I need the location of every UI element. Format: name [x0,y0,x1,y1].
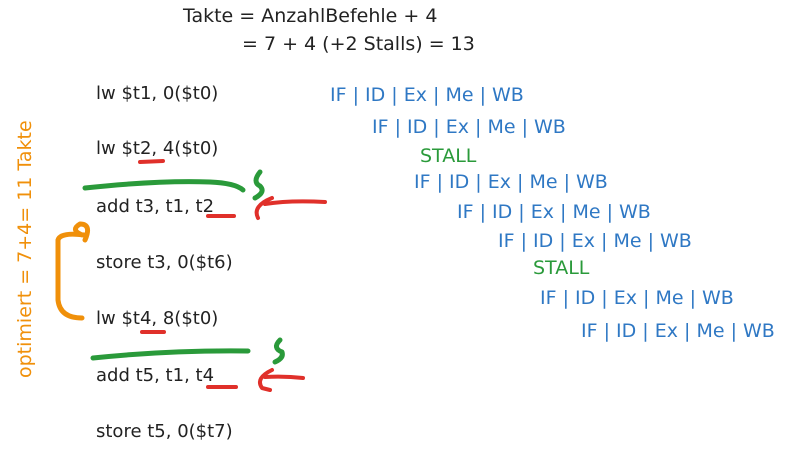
red-arrow [254,196,327,220]
formula-line-1: Takte = AnzahlBefehle + 4 [183,5,438,27]
instruction: lw $t4, 8($t0) [96,308,219,329]
instruction: lw $t2, 4($t0) [96,138,219,159]
red-underline [138,159,165,164]
orange-bracket [55,221,91,321]
stall-label: STALL [420,145,477,167]
pipeline-row: IF | ID | Ex | Me | WB [414,171,608,193]
red-arrow [258,368,305,392]
pipeline-row: IF | ID | Ex | Me | WB [498,230,692,252]
pipeline-row: IF | ID | Ex | Me | WB [372,116,566,138]
instruction: add t3, t1, t2 [96,196,215,217]
pipeline-row: IF | ID | Ex | Me | WB [540,287,734,309]
stall-label: STALL [533,257,590,279]
instruction: store t3, 0($t6) [96,252,233,273]
pipeline-row: IF | ID | Ex | Me | WB [330,84,524,106]
formula-line-2: = 7 + 4 (+2 Stalls) = 13 [242,33,475,55]
instruction: add t5, t1, t4 [96,365,215,386]
instruction: lw $t1, 0($t0) [96,83,219,104]
pipeline-row: IF | ID | Ex | Me | WB [581,320,775,342]
instruction: store t5, 0($t7) [96,421,233,442]
green-squiggle [272,337,285,365]
green-line [82,179,246,193]
green-line [90,348,251,361]
green-squiggle [252,169,265,201]
pipeline-row: IF | ID | Ex | Me | WB [457,201,651,223]
